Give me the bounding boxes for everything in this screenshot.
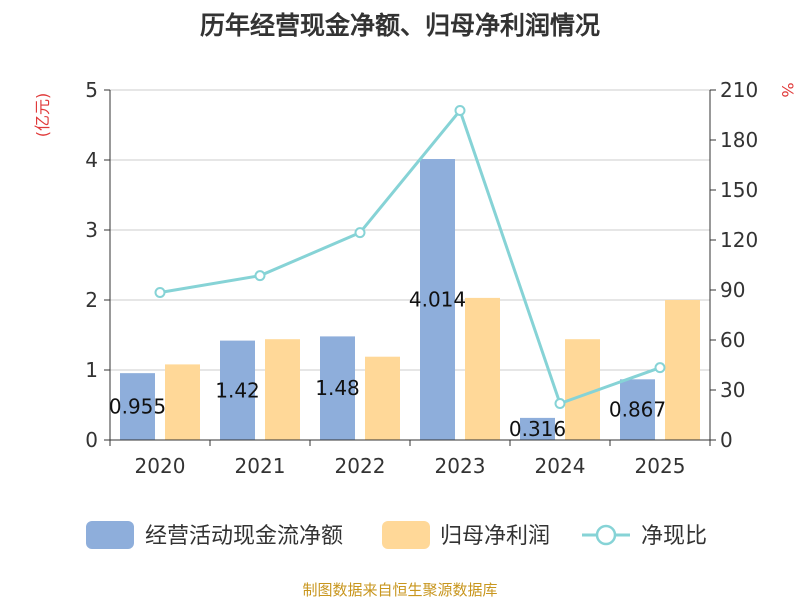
legend-label-ratio: 净现比 xyxy=(641,524,707,549)
ratio-point xyxy=(354,227,366,239)
bar-netprofit xyxy=(365,356,400,440)
bar-cashflow xyxy=(420,159,455,440)
x-tick-label: 2020 xyxy=(135,454,186,478)
legend-label-cashflow: 经营活动现金流净额 xyxy=(145,524,343,549)
x-tick-label: 2021 xyxy=(235,454,286,478)
legend-swatch-netprofit xyxy=(382,521,430,549)
right-tick-label: 30 xyxy=(720,378,745,402)
source-note: 制图数据来自恒生聚源数据库 xyxy=(302,581,497,599)
left-axis-unit: (亿元) xyxy=(33,93,52,138)
legend-label-netprofit: 归母净利润 xyxy=(440,524,550,549)
right-tick-label: 90 xyxy=(720,278,745,302)
bar-value-label: 1.48 xyxy=(315,376,360,400)
bar-netprofit xyxy=(165,364,200,440)
bar-netprofit xyxy=(665,300,700,440)
ratio-point xyxy=(254,270,266,282)
bar-cashflow xyxy=(120,373,155,440)
left-tick-label: 4 xyxy=(85,148,98,172)
ratio-point xyxy=(554,398,566,409)
bar-netprofit xyxy=(465,297,500,440)
right-tick-label: 60 xyxy=(720,328,745,352)
left-tick-label: 2 xyxy=(85,288,98,312)
bars xyxy=(120,159,700,440)
bar-cashflow xyxy=(220,340,255,440)
bar-value-label: 0.955 xyxy=(109,395,166,419)
right-tick-label: 0 xyxy=(720,428,733,452)
x-tick-label: 2023 xyxy=(435,454,486,478)
bar-cashflow xyxy=(320,336,355,440)
left-tick-label: 3 xyxy=(85,218,98,242)
legend-swatch-cashflow xyxy=(86,521,134,549)
bar-value-label: 0.316 xyxy=(509,417,566,441)
ratio-point xyxy=(654,362,666,374)
right-tick-label: 180 xyxy=(720,128,758,152)
right-axis-unit: % xyxy=(778,82,797,97)
legend-swatch-ratio-marker xyxy=(595,524,617,546)
ratio-line-path xyxy=(159,107,661,406)
grid xyxy=(110,89,710,371)
bar-cashflow xyxy=(520,417,555,440)
bar-netprofit xyxy=(265,339,300,440)
x-tick-label: 2022 xyxy=(335,454,386,478)
ratio-point xyxy=(454,105,466,116)
data-labels: 0.955 1.42 1.48 4.014 0.316 0.867 xyxy=(109,288,666,441)
chart-title: 历年经营现金净额、归母净利润情况 xyxy=(200,11,600,40)
left-tick-label: 5 xyxy=(85,78,98,102)
right-tick-label: 120 xyxy=(720,228,758,252)
bar-netprofit xyxy=(565,339,600,440)
legend: 经营活动现金流净额 归母净利润 净现比 xyxy=(86,521,707,549)
right-tick-label: 210 xyxy=(720,78,758,102)
left-tick-label: 0 xyxy=(85,428,98,452)
left-tick-label: 1 xyxy=(85,358,98,382)
ratio-line xyxy=(154,105,666,409)
right-tick-label: 150 xyxy=(720,178,758,202)
bar-value-label: 0.867 xyxy=(609,398,666,422)
x-tick-label: 2024 xyxy=(535,454,586,478)
bar-cashflow xyxy=(620,379,655,440)
bar-value-label: 1.42 xyxy=(215,378,260,402)
axes: 0 1 2 3 4 5 0 30 60 90 120 150 180 210 2020 2021 2022 202… xyxy=(85,78,758,478)
ratio-point xyxy=(154,287,166,298)
bar-value-label: 4.014 xyxy=(409,288,466,312)
x-tick-label: 2025 xyxy=(635,454,686,478)
